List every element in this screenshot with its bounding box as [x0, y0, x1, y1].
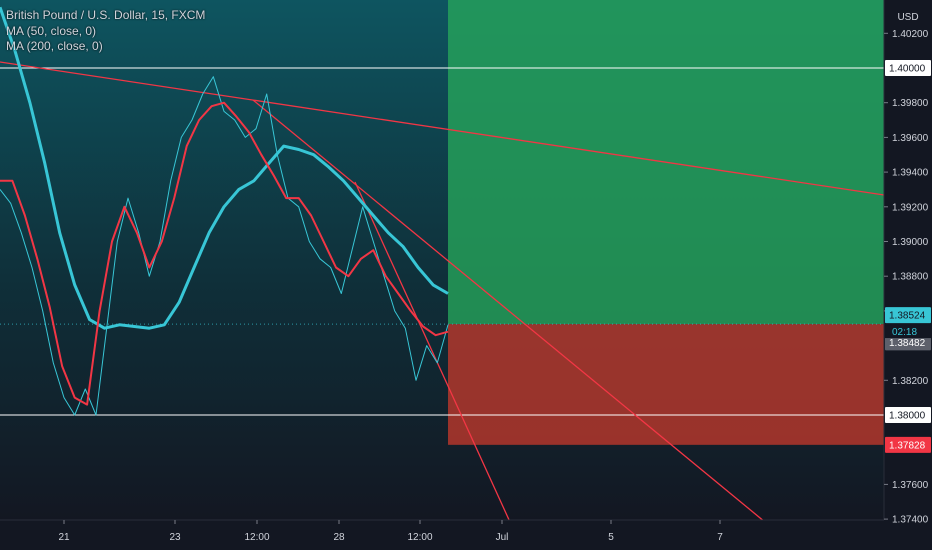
loss-zone[interactable] — [448, 324, 884, 445]
ma50-line[interactable] — [0, 101, 449, 406]
y-tick-label: 1.38200 — [892, 376, 929, 387]
countdown-box — [885, 325, 931, 339]
price-tag-label: 1.38524 — [889, 311, 926, 322]
x-tick-label: Jul — [496, 532, 509, 543]
price-tag[interactable] — [885, 60, 931, 76]
ma200-line[interactable] — [0, 6, 449, 330]
legend-ma200[interactable]: MA (200, close, 0) — [6, 39, 103, 53]
y-tick-label: 1.40200 — [892, 29, 929, 40]
price-tag[interactable] — [885, 307, 931, 324]
x-tick-label: 23 — [169, 532, 181, 543]
y-tick-label: 1.38800 — [892, 272, 929, 283]
y-tick-label: 1.37400 — [892, 515, 929, 526]
chart-legend: British Pound / U.S. Dollar, 15, FXCM MA… — [6, 8, 205, 55]
price-tag-label: 1.37828 — [889, 440, 926, 451]
trendline[interactable] — [252, 99, 766, 523]
legend-symbol[interactable]: British Pound / U.S. Dollar, 15, FXCM — [6, 8, 206, 22]
y-tick-label: 1.39800 — [892, 98, 929, 109]
price-line[interactable] — [0, 76, 449, 416]
price-tag[interactable] — [885, 407, 931, 423]
trendline[interactable] — [0, 61, 885, 196]
price-axis[interactable] — [884, 0, 932, 550]
y-tick-label: 1.37600 — [892, 480, 929, 491]
countdown-label: 02:18 — [892, 327, 917, 338]
y-tick-label: 1.39000 — [892, 237, 929, 248]
x-tick-label: 5 — [608, 532, 614, 543]
x-tick-label: 21 — [58, 532, 70, 543]
legend-ma50[interactable]: MA (50, close, 0) — [6, 23, 97, 38]
x-tick-label: 12:00 — [244, 532, 269, 543]
price-tag[interactable] — [885, 436, 931, 453]
currency-label: USD — [897, 12, 918, 23]
x-tick-label: 12:00 — [407, 532, 432, 543]
price-tag-label: 1.38000 — [889, 411, 926, 422]
price-tag-label: 1.40000 — [889, 64, 926, 75]
y-tick-label: 1.39400 — [892, 168, 929, 179]
price-tag-label: 1.38482 — [889, 338, 926, 349]
x-tick-label: 7 — [717, 532, 723, 543]
x-tick-label: 28 — [333, 532, 345, 543]
price-tag[interactable] — [885, 334, 931, 351]
trendline[interactable] — [354, 181, 511, 523]
y-tick-label: 1.39600 — [892, 133, 929, 144]
time-axis[interactable] — [0, 520, 884, 550]
y-tick-label: 1.39200 — [892, 202, 929, 213]
